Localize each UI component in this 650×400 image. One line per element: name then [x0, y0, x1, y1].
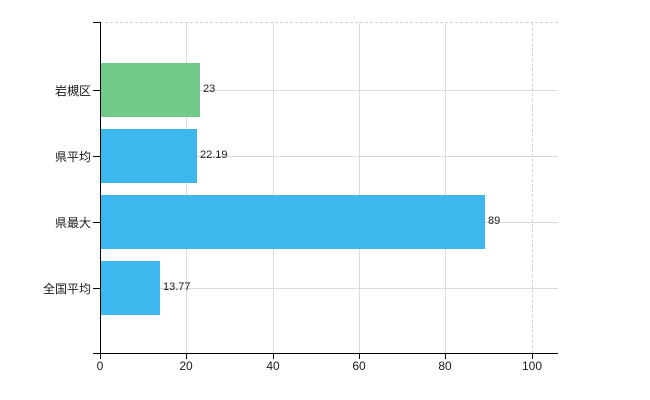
- category-label: 全国平均: [42, 282, 91, 296]
- vertical-gridline: [359, 23, 360, 353]
- vertical-gridline: [186, 23, 187, 353]
- category-label: 県最大: [54, 216, 91, 230]
- x-tick-label: 80: [438, 359, 452, 373]
- x-axis-tick: [100, 353, 101, 359]
- y-axis-tick: [93, 90, 100, 91]
- x-axis-tick: [186, 353, 187, 359]
- x-axis-line: [93, 353, 558, 354]
- x-tick-label: 40: [266, 359, 280, 373]
- vertical-gridline: [273, 23, 274, 353]
- category-label: 県平均: [54, 150, 91, 164]
- y-axis-tick: [93, 288, 100, 289]
- y-axis-tick: [93, 156, 100, 157]
- horizontal-gridline: [100, 90, 558, 91]
- x-axis-tick: [532, 353, 533, 359]
- x-axis-tick: [359, 353, 360, 359]
- x-tick-label: 60: [352, 359, 366, 373]
- bar: [101, 129, 197, 183]
- plot-border-top: [100, 22, 558, 23]
- x-axis-tick: [273, 353, 274, 359]
- bar-value-label: 13.77: [163, 281, 191, 293]
- y-axis-tick: [93, 222, 100, 223]
- bar-value-label: 23: [203, 83, 216, 95]
- y-axis-edge-tick: [93, 22, 100, 23]
- y-axis-line: [100, 22, 101, 353]
- bar: [101, 195, 485, 249]
- horizontal-gridline: [100, 288, 558, 289]
- x-tick-label: 20: [179, 359, 193, 373]
- x-tick-label: 100: [521, 359, 543, 373]
- x-tick-label: 0: [96, 359, 104, 373]
- bar: [101, 261, 160, 315]
- horizontal-gridline: [100, 156, 558, 157]
- bar-value-label: 22.19: [200, 149, 228, 161]
- vertical-gridline: [532, 23, 533, 353]
- x-axis-tick: [445, 353, 446, 359]
- bar: [101, 63, 200, 117]
- category-label: 岩槻区: [54, 84, 91, 98]
- vertical-gridline: [445, 23, 446, 353]
- bar-value-label: 89: [488, 215, 501, 227]
